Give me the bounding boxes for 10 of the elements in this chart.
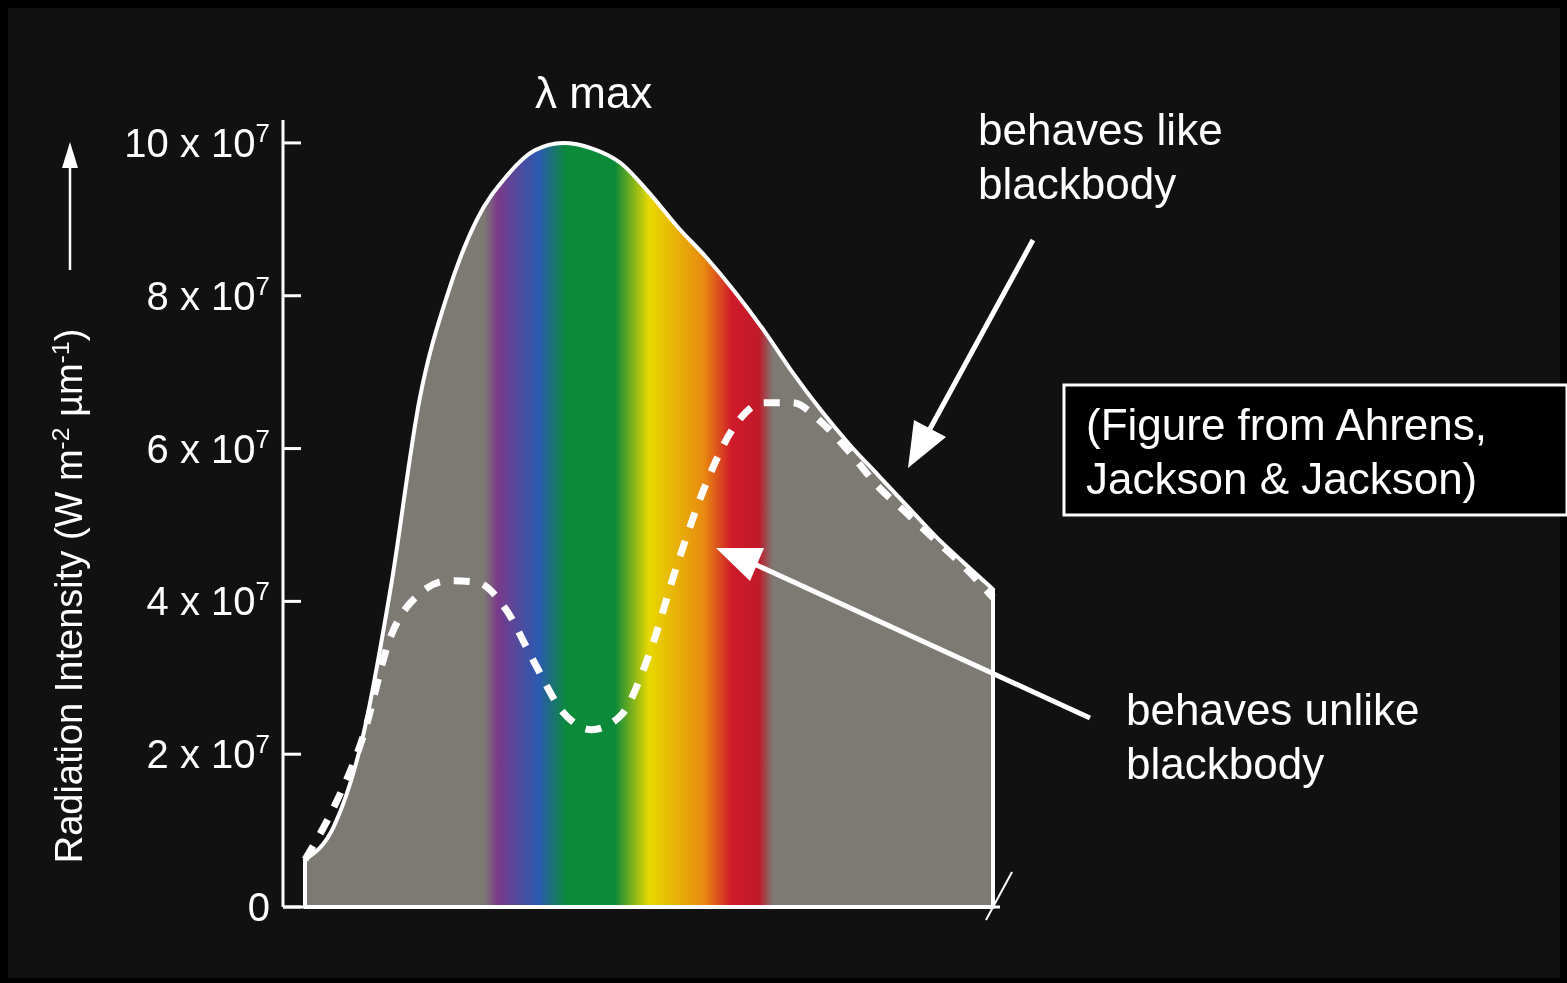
y-tick-label: 10 x 10$^{7}$: [124, 117, 270, 165]
annotation: behaves like blackbody: [978, 105, 1223, 208]
y-tick-label: 0: [247, 885, 270, 929]
text: behaves unlike blackbody: [1126, 685, 1420, 788]
text: (Figure from Ahrens, Jackson & Jackson): [1086, 400, 1488, 503]
y-tick-label: 8 x 10$^{7}$: [146, 270, 270, 318]
y-tick-label: 6 x 10$^{7}$: [146, 423, 270, 471]
y-tick-label: 4 x 10$^{7}$: [146, 576, 270, 624]
text: λ max: [535, 68, 653, 117]
y-tick-label: 2 x 10$^{7}$: [146, 729, 270, 777]
